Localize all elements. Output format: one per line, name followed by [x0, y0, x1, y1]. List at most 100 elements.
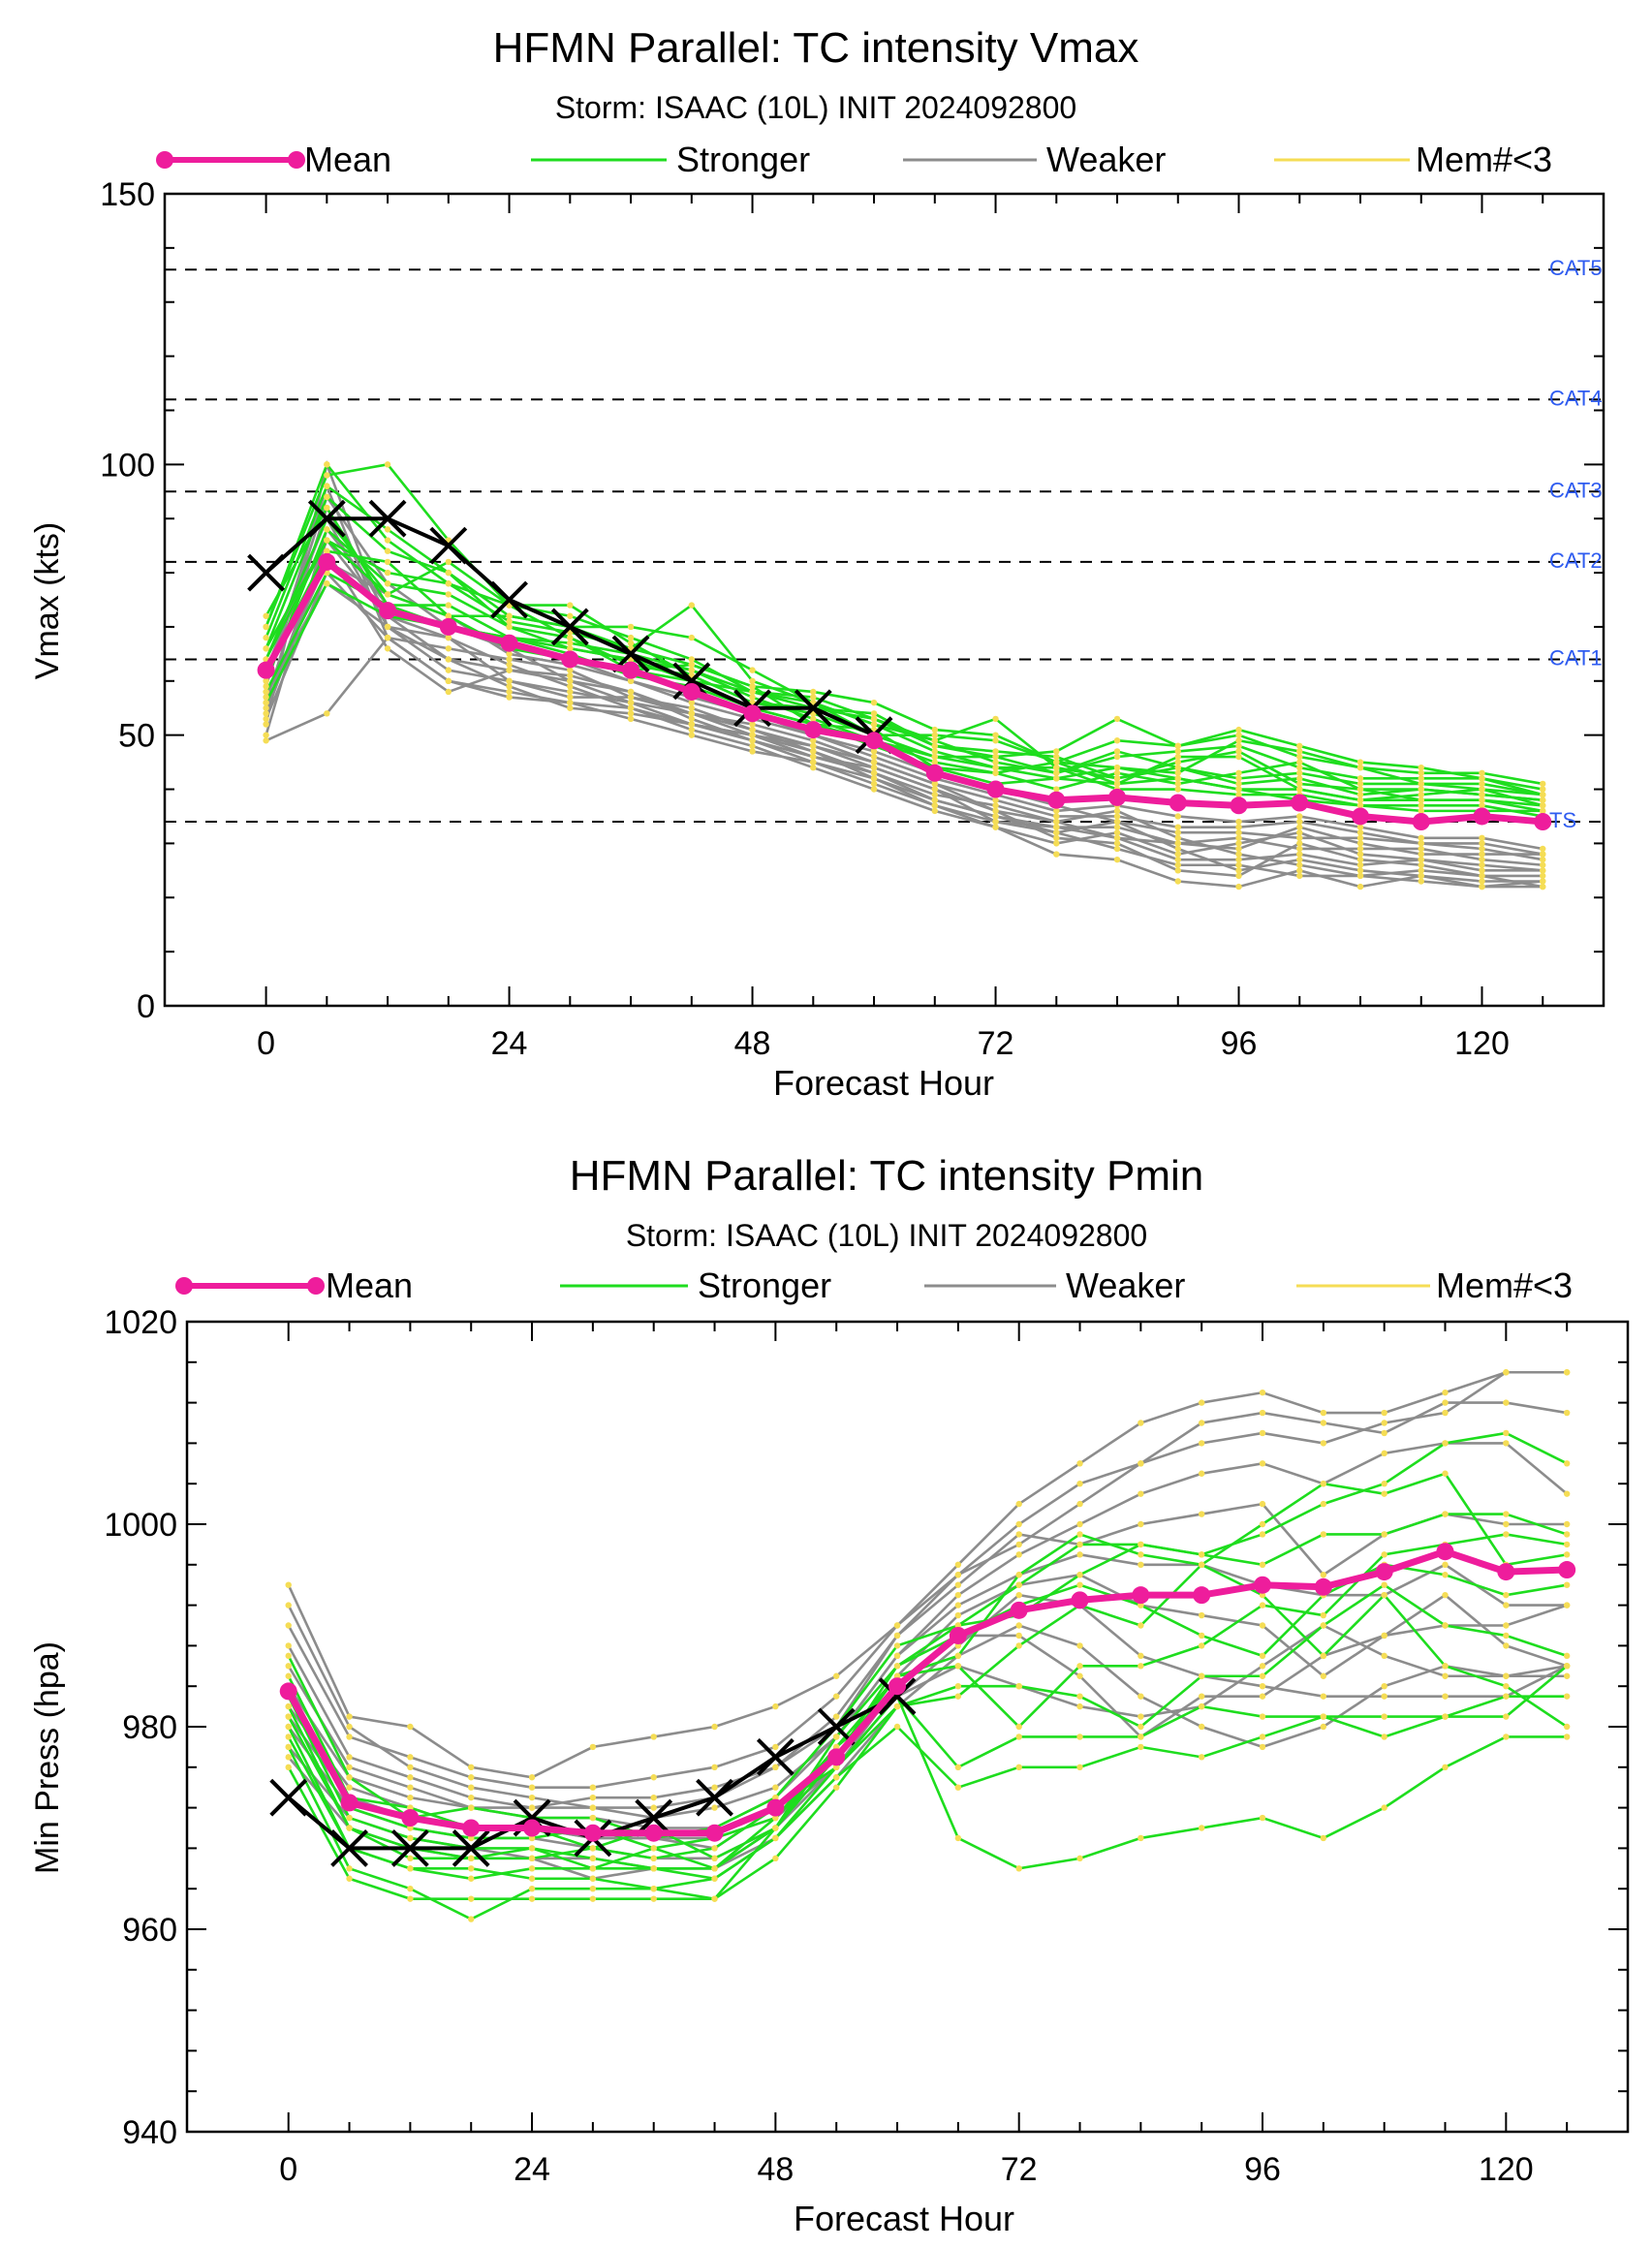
pmin-member-point — [346, 1713, 353, 1720]
vmax-member-point — [1296, 840, 1303, 847]
pmin-member-point — [468, 1855, 475, 1862]
pmin-member-point — [589, 1886, 597, 1892]
vmax-mean-point — [1169, 794, 1187, 812]
pmin-member-point — [1442, 1663, 1449, 1670]
vmax-mean-point — [986, 780, 1005, 798]
vmax-member-point — [445, 667, 452, 673]
pmin-member-point — [1259, 1409, 1266, 1417]
vmax-member-point — [263, 710, 269, 717]
vmax-member-point — [749, 688, 756, 696]
pmin-legend: Mean Stronger Weaker Mem#<3 — [175, 1265, 1573, 1305]
pmin-mean-point — [1254, 1576, 1272, 1594]
pmin-member-point — [1259, 1683, 1266, 1690]
vmax-member-point — [1356, 802, 1364, 809]
vmax-member-point — [1540, 861, 1546, 868]
pmin-member-point — [1320, 1440, 1327, 1447]
pmin-member-point — [407, 1895, 414, 1902]
vmax-member-point — [263, 634, 269, 641]
vmax-member-point — [688, 710, 696, 717]
vmax-member-point — [1235, 824, 1242, 830]
vmax-member-point — [931, 732, 938, 738]
vmax-member-point — [810, 753, 817, 761]
vmax-y-tick-label: 100 — [100, 447, 155, 484]
vmax-member-point — [749, 683, 756, 690]
vmax-member-point — [1296, 872, 1303, 880]
pmin-x-tick-label: 72 — [1001, 2151, 1038, 2188]
pmin-member-point — [407, 1723, 414, 1731]
vmax-member-point — [1356, 775, 1364, 782]
pmin-legend-mean-label: Mean — [326, 1265, 413, 1305]
vmax-member-point — [263, 721, 269, 728]
pmin-mean-point — [1010, 1601, 1028, 1619]
pmin-member-point — [1320, 1622, 1327, 1629]
vmax-member-point — [931, 786, 938, 793]
vmax-member-point — [1479, 786, 1485, 793]
vmax-plot-area: 0 50 100 150 0 24 48 72 96 120 TS CAT1 CAT2 CAT3 CAT4 C… — [100, 176, 1605, 1062]
pmin-mean-point — [1558, 1561, 1576, 1579]
pmin-observed-marker — [817, 1707, 856, 1746]
vmax-member-point — [567, 694, 574, 701]
vmax-member-point — [384, 547, 391, 554]
pmin-member-point — [1138, 1743, 1144, 1751]
vmax-member-point — [384, 623, 391, 631]
vmax-member-point — [931, 726, 938, 734]
pmin-member-point — [832, 1672, 840, 1679]
pmin-member-point — [1076, 1572, 1083, 1578]
pmin-member-point — [954, 1572, 962, 1578]
pmin-member-point — [772, 1784, 779, 1791]
vmax-member-point — [931, 748, 938, 755]
vmax-member-point — [506, 694, 513, 701]
vmax-member-point — [870, 769, 878, 776]
vmax-member-point — [1174, 845, 1181, 853]
pmin-member-point — [1015, 1531, 1022, 1538]
pmin-member-point — [407, 1865, 414, 1872]
vmax-member-point — [1479, 883, 1485, 890]
vmax-member-point — [1174, 851, 1181, 858]
pmin-legend-stronger-label: Stronger — [698, 1265, 831, 1305]
vmax-member-point — [1479, 840, 1485, 847]
vmax-member-point — [931, 742, 938, 750]
pmin-legend-weaker: Weaker — [924, 1265, 1185, 1305]
pmin-member-point — [407, 1784, 414, 1791]
vmax-member-point — [1296, 813, 1303, 820]
vmax-member-point — [1053, 824, 1060, 830]
pmin-member-point — [1198, 1399, 1205, 1406]
pmin-member-point — [1320, 1611, 1327, 1619]
vmax-member-point — [1174, 861, 1181, 868]
pmin-mean-point — [949, 1626, 967, 1644]
pmin-member-point — [1138, 1420, 1144, 1426]
pmin-member-point — [1138, 1834, 1144, 1842]
vmax-member-point — [1540, 797, 1546, 803]
vmax-member-point — [1053, 775, 1060, 782]
vmax-member-point — [1113, 818, 1121, 826]
vmax-member-point — [1113, 834, 1121, 842]
vmax-member-point — [1113, 769, 1121, 776]
vmax-ref-label-ts: TS — [1549, 808, 1576, 832]
pmin-member-point — [1503, 1399, 1510, 1406]
vmax-member-point — [1356, 840, 1364, 847]
vmax-member-point — [1356, 786, 1364, 793]
vmax-member-point — [1479, 802, 1485, 809]
pmin-chart-title: HFMN Parallel: TC intensity Pmin — [570, 1152, 1203, 1200]
vmax-member-point — [567, 602, 574, 609]
vmax-member-point — [384, 634, 391, 641]
vmax-legend-mean-label: Mean — [304, 140, 391, 179]
pmin-member-point — [1442, 1389, 1449, 1396]
vmax-member-point — [1356, 797, 1364, 803]
pmin-member-point — [1442, 1713, 1449, 1720]
vmax-member-point — [992, 759, 999, 765]
pmin-stronger-member-line-1 — [287, 1694, 1568, 1921]
pmin-stronger-member-line-2 — [287, 1695, 1568, 1881]
pmin-member-point — [468, 1784, 475, 1791]
pmin-legend-small: Mem#<3 — [1296, 1265, 1573, 1305]
pmin-member-point — [1015, 1723, 1022, 1731]
pmin-mean-point — [888, 1677, 907, 1696]
vmax-x-tick-label: 0 — [257, 1025, 275, 1062]
pmin-legend-mean-dot-left — [175, 1277, 193, 1295]
pmin-member-point — [285, 1713, 292, 1720]
vmax-member-point — [627, 634, 635, 641]
vmax-panel: HFMN Parallel: TC intensity Vmax Storm: … — [29, 24, 1605, 1103]
pmin-weaker-member-line-2 — [287, 1401, 1568, 1789]
pmin-member-point — [468, 1764, 475, 1771]
vmax-member-point — [445, 569, 452, 577]
